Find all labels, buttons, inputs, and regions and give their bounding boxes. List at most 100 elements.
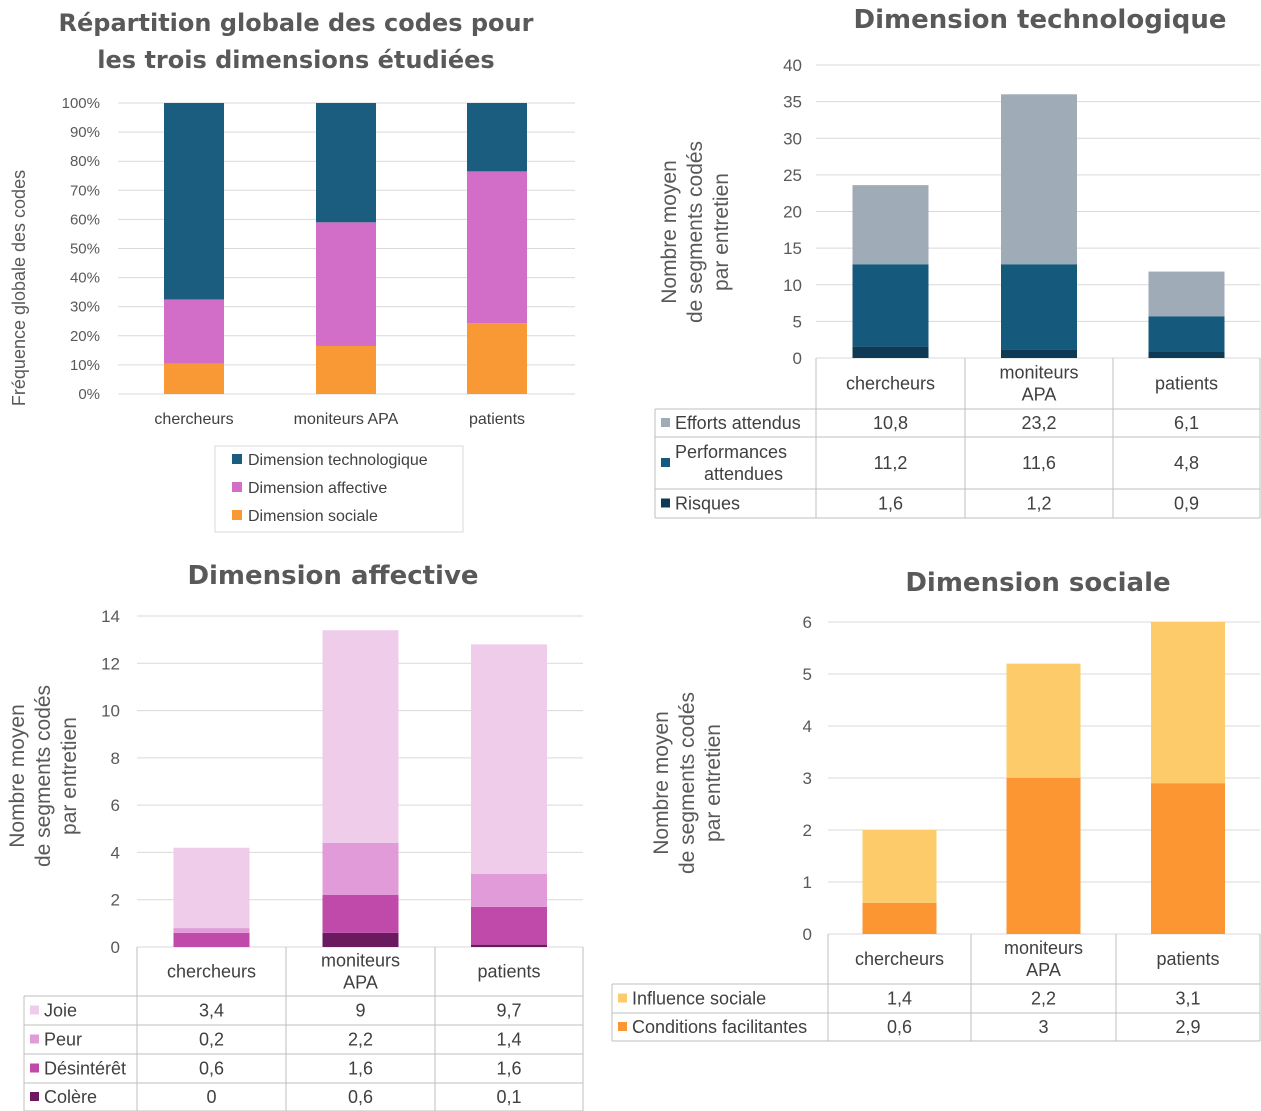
chart-title-line: les trois dimensions étudiées <box>97 46 494 74</box>
y-axis-title-line: Nombre moyen <box>650 711 673 855</box>
y-axis-title: Fréquence globale des codes <box>9 170 29 406</box>
table-value-cell: 1,4 <box>496 1030 521 1050</box>
chart-global-distribution: Répartition globale des codes pour les tr… <box>9 9 575 533</box>
y-tick-label: 4 <box>111 843 120 862</box>
chart-title: Dimension sociale <box>905 568 1170 598</box>
y-tick-label: 25 <box>783 166 802 185</box>
y-tick-label: 60% <box>70 211 100 228</box>
table-value-cell: 23,2 <box>1021 413 1056 433</box>
legend-swatch-dimension-technologique <box>232 454 242 464</box>
y-axis-title-line: par entretien <box>702 724 725 842</box>
bar-efforts-attendus-moniteurs-apa <box>1001 94 1077 265</box>
x-category-label: patients <box>469 411 525 428</box>
table-row-label: Influence sociale <box>632 989 766 1009</box>
y-tick-label: 6 <box>111 796 120 815</box>
table-value-cell: 2,9 <box>1175 1017 1200 1037</box>
bar-influence-sociale-patients <box>1151 622 1225 784</box>
y-tick-label: 1 <box>803 873 812 892</box>
legend-key-performances-attendues <box>661 458 670 467</box>
y-tick-label: 6 <box>803 613 812 632</box>
y-tick-label: 50% <box>70 241 100 258</box>
y-tick-label: 0% <box>78 386 100 403</box>
bar-joie-moniteurs-apa <box>322 630 399 843</box>
table-value-cell: 6,1 <box>1174 413 1199 433</box>
table-value-cell: 2,2 <box>1031 989 1056 1009</box>
table-value-cell: 11,6 <box>1022 453 1056 473</box>
y-axis-title-line: de segments codés <box>684 141 707 323</box>
table-header-category: moniteurs <box>999 363 1078 383</box>
y-tick-label: 0 <box>793 349 802 368</box>
y-axis-title-line: de segments codés <box>676 692 699 874</box>
chart-social-dimension: Dimension sociale Nombre moyen de segments… <box>611 568 1261 1042</box>
bar-risques-chercheurs <box>852 346 929 358</box>
y-axis-title-line: par entretien <box>710 173 733 291</box>
bar-efforts-attendus-patients <box>1148 271 1225 317</box>
y-tick-label: 2 <box>803 821 812 840</box>
y-axis-title-line: de segments codés <box>32 685 55 867</box>
bar-dimension-technologique-patients <box>467 103 527 172</box>
table-value-cell: 4,8 <box>1174 453 1199 473</box>
y-tick-label: 40 <box>783 56 802 75</box>
bar-peur-moniteurs-apa <box>322 842 399 895</box>
y-tick-label: 90% <box>70 124 100 141</box>
table-value-cell: 0,6 <box>887 1017 912 1037</box>
y-axis-title-line: par entretien <box>58 717 81 835</box>
bar-performances-attendues-patients <box>1148 316 1225 352</box>
legend-swatch-dimension-sociale <box>232 510 242 520</box>
table-header-category: chercheurs <box>167 962 256 982</box>
bar-dimension-affective-patients <box>467 171 527 324</box>
bar-conditions-facilitantes-chercheurs <box>862 902 937 934</box>
table-row-label: Performances <box>675 442 787 462</box>
y-tick-label: 80% <box>70 153 100 170</box>
bar-desinteret-chercheurs <box>173 932 250 947</box>
table-value-cell: 3,4 <box>199 1001 224 1021</box>
y-tick-label: 40% <box>70 270 100 287</box>
y-tick-label: 70% <box>70 182 100 199</box>
y-tick-label: 35 <box>783 93 802 112</box>
table-value-cell: 0 <box>206 1087 216 1107</box>
bar-dimension-technologique-chercheurs <box>164 103 224 300</box>
table-value-cell: 9,7 <box>496 1001 521 1021</box>
bar-influence-sociale-chercheurs <box>862 830 937 903</box>
table-value-cell: 1,4 <box>887 989 912 1009</box>
y-tick-label: 14 <box>101 607 120 626</box>
y-tick-label: 10% <box>70 357 100 374</box>
y-tick-label: 30% <box>70 299 100 316</box>
legend-key-peur <box>30 1034 39 1044</box>
table-row-label: Efforts attendus <box>675 413 801 433</box>
y-tick-label: 0 <box>111 938 120 957</box>
table-value-cell: 0,2 <box>199 1030 224 1050</box>
table-header-category: moniteurs <box>321 951 400 971</box>
table-header-category: APA <box>1022 385 1057 405</box>
bar-joie-patients <box>471 644 547 874</box>
y-tick-label: 3 <box>803 769 812 788</box>
chart-title: Dimension technologique <box>854 5 1227 35</box>
y-tick-label: 4 <box>803 717 812 736</box>
chart-title-line: Répartition globale des codes pour <box>59 9 534 37</box>
bar-dimension-technologique-moniteurs-apa <box>316 103 376 223</box>
legend-key-colere <box>30 1092 39 1101</box>
legend-label: Dimension affective <box>248 480 387 497</box>
y-tick-label: 2 <box>111 891 120 910</box>
y-axis-title-line: Nombre moyen <box>658 160 681 304</box>
bar-dimension-sociale-patients <box>467 323 527 394</box>
table-row-label: Peur <box>44 1030 82 1050</box>
x-category-label: chercheurs <box>154 411 233 428</box>
x-category-label: moniteurs APA <box>294 411 399 428</box>
y-tick-label: 8 <box>111 749 120 768</box>
legend-key-desinteret <box>30 1063 39 1073</box>
y-tick-label: 100% <box>62 95 100 112</box>
bar-peur-patients <box>471 873 547 907</box>
y-tick-label: 0 <box>803 925 812 944</box>
y-tick-label: 10 <box>101 702 120 721</box>
legend-key-efforts-attendus <box>661 418 670 427</box>
table-value-cell: 0,6 <box>199 1059 224 1079</box>
bar-efforts-attendus-chercheurs <box>852 185 929 265</box>
table-row-label: attendues <box>704 464 783 484</box>
bar-joie-chercheurs <box>173 847 250 929</box>
table-value-cell: 9 <box>355 1001 365 1021</box>
bar-performances-attendues-moniteurs-apa <box>1001 264 1077 350</box>
legend-key-influence-sociale <box>618 993 627 1003</box>
bar-dimension-sociale-chercheurs <box>164 363 224 394</box>
